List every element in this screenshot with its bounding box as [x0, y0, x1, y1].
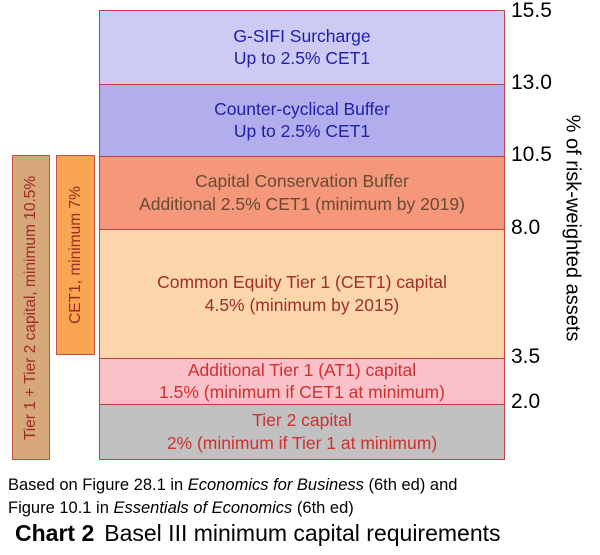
segment-label: Common Equity Tier 1 (CET1) capital — [157, 272, 447, 293]
chart-title-number: Chart 2 — [15, 520, 95, 546]
segment-sublabel: 4.5% (minimum by 2015) — [204, 294, 400, 315]
segment-tier2-capital: Tier 2 capital 2% (minimum if Tier 1 at … — [100, 403, 504, 459]
side-bar-label: CET1, minimum 7% — [66, 186, 84, 324]
side-bar-cet1-minimum: CET1, minimum 7% — [56, 155, 95, 355]
source-caption-line2: Figure 10.1 in Essentials of Economics (… — [8, 498, 354, 517]
chart-title-text: Basel III minimum capital requirements — [104, 520, 501, 546]
side-bar-label: Tier 1 + Tier 2 capital, minimum 10.5% — [22, 175, 40, 440]
segment-label: Capital Conservation Buffer — [195, 171, 409, 192]
segment-countercyclical-buffer: Counter-cyclical Buffer Up to 2.5% CET1 — [100, 83, 504, 157]
segment-sublabel: 1.5% (minimum if CET1 at minimum) — [159, 382, 445, 403]
stacked-bar: G-SIFI Surcharge Up to 2.5% CET1 Counter… — [99, 10, 505, 460]
segment-label: G-SIFI Surcharge — [233, 25, 371, 46]
segment-label: Additional Tier 1 (AT1) capital — [187, 359, 417, 380]
chart-title: Chart 2 Basel III minimum capital require… — [15, 520, 501, 547]
source-caption: Based on Figure 28.1 in Economics for Bu… — [8, 474, 457, 519]
y-tick-3-5: 3.5 — [511, 345, 541, 368]
segment-sublabel: Up to 2.5% CET1 — [233, 48, 371, 69]
segment-cet1-capital: Common Equity Tier 1 (CET1) capital 4.5%… — [100, 228, 504, 359]
segment-sublabel: Up to 2.5% CET1 — [233, 121, 371, 142]
segment-capital-conservation-buffer: Capital Conservation Buffer Additional 2… — [100, 156, 504, 229]
y-tick-2-0: 2.0 — [511, 390, 541, 413]
segment-sublabel: Additional 2.5% CET1 (minimum by 2019) — [139, 193, 465, 214]
segment-at1-capital: Additional Tier 1 (AT1) capital 1.5% (mi… — [100, 358, 504, 404]
segment-sublabel: 2% (minimum if Tier 1 at minimum) — [166, 432, 438, 453]
y-tick-8-0: 8.0 — [511, 216, 541, 239]
y-axis-label: % of risk-weighted assets — [561, 114, 584, 342]
segment-label: Tier 2 capital — [252, 410, 352, 431]
segment-label: Counter-cyclical Buffer — [214, 98, 390, 119]
y-tick-10-5: 10.5 — [511, 143, 552, 166]
side-bar-tier1-plus-tier2: Tier 1 + Tier 2 capital, minimum 10.5% — [12, 155, 50, 460]
y-tick-15-5: 15.5 — [511, 0, 552, 22]
segment-gsifi-surcharge: G-SIFI Surcharge Up to 2.5% CET1 — [100, 11, 504, 84]
y-tick-13-0: 13.0 — [511, 71, 552, 94]
source-caption-line1: Based on Figure 28.1 in Economics for Bu… — [8, 476, 458, 494]
